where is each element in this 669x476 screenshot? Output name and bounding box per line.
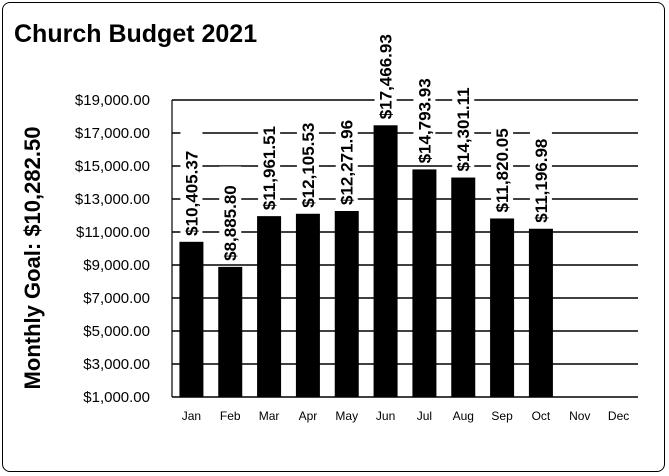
bar-oct [528, 228, 553, 397]
category-label-sep: Sep [491, 409, 513, 423]
data-label-aug: $14,301.11 [454, 87, 473, 171]
category-label-may: May [335, 409, 358, 423]
data-label-oct: $11,196.98 [532, 139, 551, 223]
category-label-nov: Nov [569, 409, 590, 423]
bar-apr [295, 213, 320, 397]
data-label-backdrop [258, 106, 281, 211]
y-tick-label: $7,000.00 [83, 290, 150, 307]
data-label-sep: $11,820.05 [493, 128, 512, 212]
y-tick-label: $15,000.00 [75, 158, 150, 175]
data-label-mar: $11,961.51 [260, 126, 279, 210]
data-label-may: $12,271.96 [338, 120, 357, 205]
category-label-mar: Mar [259, 409, 280, 423]
data-label-backdrop [452, 67, 475, 172]
data-label-backdrop [180, 131, 203, 236]
category-label-jan: Jan [182, 409, 201, 423]
category-labels: Jan Feb Mar Apr May Jun Jul Aug Sep Oct Nov Dec [182, 409, 630, 423]
category-label-jun: Jun [376, 409, 395, 423]
data-label-jun: $17,466.93 [377, 34, 396, 119]
data-label-backdrop [296, 103, 319, 208]
bar-mar [257, 216, 282, 397]
bar-may [334, 211, 359, 397]
chart-title: Church Budget 2021 [14, 20, 258, 48]
category-label-dec: Dec [608, 409, 629, 423]
category-label-aug: Aug [453, 409, 474, 423]
data-label-backdrop [491, 108, 514, 213]
data-label-feb: $8,885.80 [221, 185, 240, 261]
bar-jan [179, 241, 204, 397]
category-label-feb: Feb [220, 409, 241, 423]
y-tick-label: $3,000.00 [83, 356, 150, 373]
bar-sep [490, 218, 515, 397]
category-label-oct: Oct [532, 409, 551, 423]
data-labels: $10,405.37 $8,885.80 $11,961.51 $12,105.53 $… [180, 15, 552, 261]
y-tick-label: $11,000.00 [76, 224, 150, 241]
data-label-backdrop [374, 15, 397, 120]
bar-aug [451, 177, 476, 397]
bar-feb [218, 266, 243, 397]
category-label-apr: Apr [299, 409, 318, 423]
y-tick-label: $5,000.00 [83, 323, 150, 340]
data-label-apr: $12,105.53 [299, 123, 318, 208]
data-label-backdrop [413, 59, 436, 164]
y-tick-label: $19,000.00 [75, 92, 150, 109]
y-tick-label: $13,000.00 [75, 191, 150, 208]
y-tick-label: $1,000.00 [83, 389, 150, 406]
y-tick-labels: $1,000.00 $3,000.00 $5,000.00 $7,000.00 $9,0… [75, 92, 150, 406]
data-label-backdrop [335, 101, 358, 206]
bar-jun [373, 125, 398, 397]
y-tick-label: $17,000.00 [75, 125, 150, 142]
bars [179, 125, 553, 397]
category-label-jul: Jul [417, 409, 432, 423]
bar-jul [412, 169, 437, 397]
data-label-backdrop [219, 166, 242, 261]
chart-frame [2, 2, 665, 472]
data-label-backdrop [529, 118, 552, 223]
gridlines [171, 99, 638, 398]
y-tick-label: $9,000.00 [83, 257, 150, 274]
data-label-jan: $10,405.37 [182, 151, 201, 236]
data-label-jul: $14,793.93 [415, 78, 434, 163]
